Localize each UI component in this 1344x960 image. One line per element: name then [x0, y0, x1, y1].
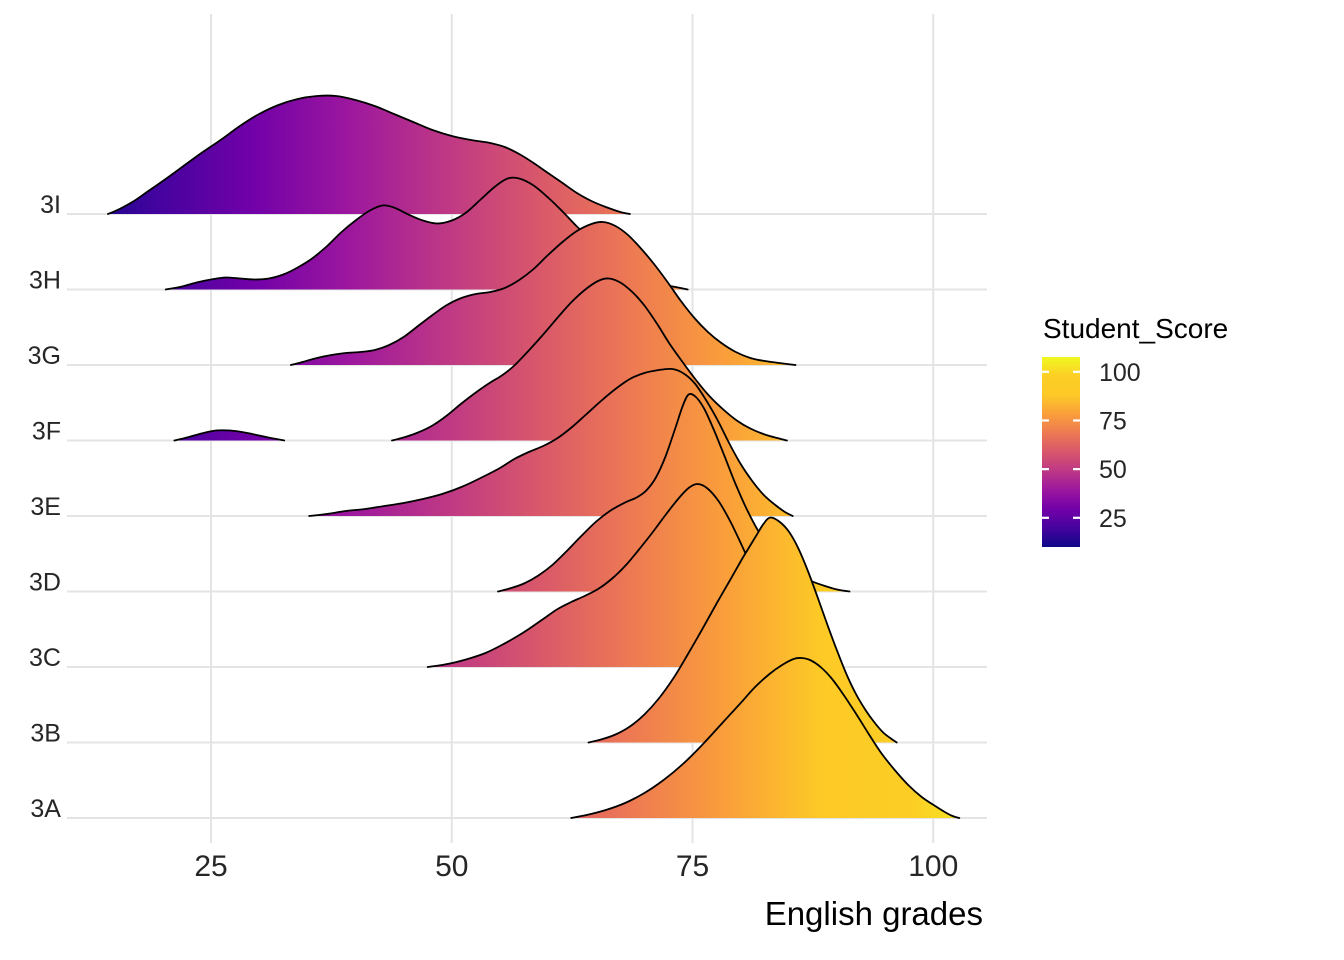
y-tick-label-3F: 3F [32, 418, 61, 446]
legend-label-25: 25 [1099, 505, 1127, 533]
legend-tick-marks [1042, 370, 1080, 519]
x-tick-label-50: 50 [435, 850, 468, 883]
density-ridges [107, 94, 961, 819]
y-tick-label-3D: 3D [29, 569, 61, 597]
y-axis-class-labels: 3I 3H 3G 3F 3E 3D 3C 3B 3A [28, 191, 62, 823]
ridge-outline-3F [391, 277, 788, 442]
y-tick-label-3B: 3B [30, 720, 61, 748]
ridge-outline-3G [290, 221, 797, 366]
ridge-outline-3F [173, 429, 286, 442]
legend-label-50: 50 [1099, 456, 1127, 484]
y-tick-label-3G: 3G [28, 342, 61, 370]
x-tick-label-25: 25 [194, 850, 227, 883]
y-tick-label-3A: 3A [30, 795, 61, 823]
legend-label-100: 100 [1099, 359, 1141, 387]
x-axis-tick-labels: 25 50 75 100 [194, 850, 958, 883]
legend-colorbar: Student_Score 100 75 50 25 [1042, 313, 1228, 547]
ridge-fill-3G [290, 221, 796, 365]
x-axis-title: English grades [765, 895, 983, 932]
ridge-fill-3F [174, 430, 285, 441]
legend-colorbar-gradient [1042, 357, 1080, 547]
y-tick-label-3I: 3I [40, 191, 61, 219]
ridge-outline-3I [107, 94, 631, 215]
legend-tick-labels: 100 75 50 25 [1099, 359, 1141, 533]
ridge-outline-3B [587, 516, 898, 744]
ridge-3G [290, 221, 797, 366]
ridge-3A [570, 657, 961, 819]
legend-label-75: 75 [1099, 407, 1127, 435]
x-tick-label-100: 100 [908, 850, 958, 883]
y-tick-label-3C: 3C [29, 644, 61, 672]
x-tick-label-75: 75 [676, 850, 709, 883]
ridge-fill-3A [571, 657, 960, 818]
legend-title: Student_Score [1043, 313, 1228, 344]
ridge-outline-3E [308, 367, 794, 517]
ridge-outline-3A [570, 657, 961, 819]
y-tick-label-3H: 3H [29, 267, 61, 295]
y-tick-label-3E: 3E [30, 493, 61, 521]
